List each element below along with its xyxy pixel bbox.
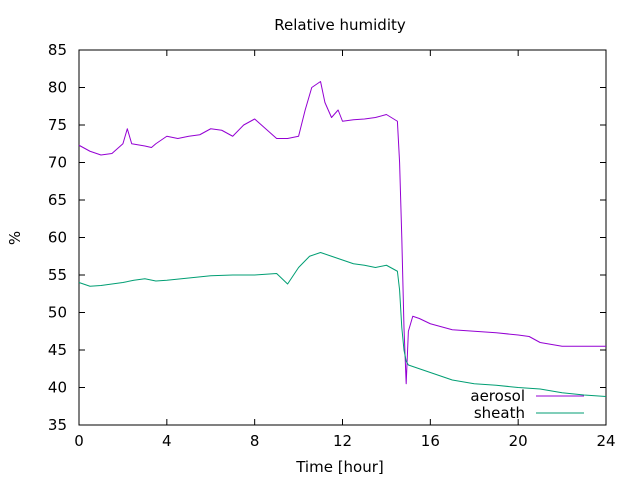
- x-tick-label: 0: [74, 432, 84, 450]
- y-tick-label: 85: [48, 41, 67, 59]
- x-tick-label: 24: [596, 432, 615, 450]
- y-tick-label: 55: [48, 266, 67, 284]
- x-axis-label: Time [hour]: [295, 458, 384, 476]
- y-tick-label: 35: [48, 416, 67, 434]
- y-tick-label: 65: [48, 191, 67, 209]
- y-axis-label: %: [6, 231, 24, 245]
- plot-area-frame: [78, 49, 607, 426]
- x-tick-label: 12: [333, 432, 352, 450]
- legend-label-aerosol: aerosol: [470, 387, 525, 405]
- y-tick-label: 80: [48, 79, 67, 97]
- y-axis: 35 40 45 50 55 60 65 70 75 80 85: [48, 41, 606, 434]
- y-tick-label: 40: [48, 379, 67, 397]
- x-tick-label: 16: [421, 432, 440, 450]
- x-axis: 0 4 8 12 16 20 24: [74, 50, 616, 450]
- chart-title: Relative humidity: [274, 16, 406, 34]
- series-layer: [78, 81, 607, 397]
- x-tick-label: 8: [250, 432, 260, 450]
- y-tick-label: 75: [48, 116, 67, 134]
- series-line-aerosol: [78, 81, 606, 385]
- series-line-sheath: [78, 252, 607, 397]
- x-tick-label: 4: [162, 432, 172, 450]
- x-tick-label: 20: [509, 432, 528, 450]
- y-tick-label: 60: [48, 229, 67, 247]
- y-tick-label: 45: [48, 341, 67, 359]
- y-tick-label: 50: [48, 304, 67, 322]
- legend-label-sheath: sheath: [474, 404, 525, 422]
- y-tick-label: 70: [48, 154, 67, 172]
